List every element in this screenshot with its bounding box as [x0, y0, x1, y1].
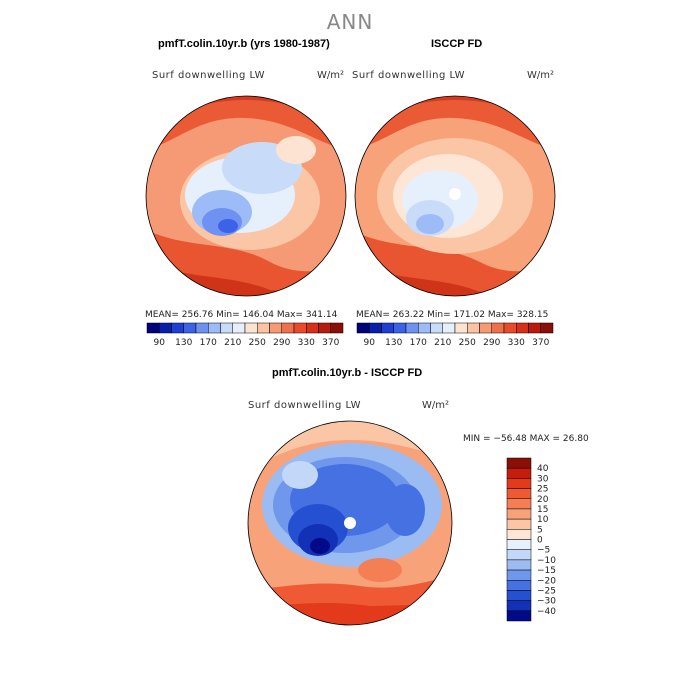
left-colorbar: 90 130 170 210 250 290 330 370 [146, 322, 344, 348]
colorbar-tick-label: 10 [537, 515, 549, 525]
colorbar-tick-label: 15 [537, 505, 548, 515]
colorbar-swatch [318, 322, 331, 334]
colorbar-tick-label: 40 [537, 464, 549, 474]
left-units-label: W/m² [317, 70, 345, 81]
right-panel-title: ISCCP FD [431, 38, 483, 50]
colorbar-swatch [430, 322, 443, 334]
colorbar-swatch [506, 559, 532, 571]
left-stats: MEAN= 256.76 Min= 146.04 Max= 341.14 [145, 310, 338, 320]
colorbar-tick-label: 250 [459, 338, 476, 348]
colorbar-swatch [208, 322, 221, 334]
colorbar-swatch [381, 322, 394, 334]
right-stats: MEAN= 263.22 Min= 171.02 Max= 328.15 [356, 310, 549, 320]
colorbar-swatch [418, 322, 431, 334]
colorbar-swatch [506, 488, 532, 499]
colorbar-swatch [506, 498, 532, 510]
colorbar-tick-label: 130 [385, 338, 402, 348]
colorbar-tick-label: 330 [508, 338, 525, 348]
colorbar-tick-label: 25 [537, 485, 548, 495]
colorbar-swatch [330, 322, 344, 334]
colorbar-swatch [220, 322, 233, 334]
colorbar-tick-label: 130 [175, 338, 192, 348]
colorbar-swatch [540, 322, 554, 334]
colorbar-swatch [467, 322, 480, 334]
diff-variable-label: Surf downwelling LW [248, 400, 362, 411]
colorbar-tick-label: 170 [410, 338, 427, 348]
colorbar-swatch [506, 580, 532, 591]
colorbar-swatch [146, 322, 160, 334]
colorbar-swatch [506, 610, 532, 622]
colorbar-tick-label: −10 [537, 556, 556, 566]
colorbar-tick-label: 370 [532, 338, 549, 348]
colorbar-tick-label: 330 [298, 338, 315, 348]
colorbar-tick-label: 5 [537, 525, 543, 535]
colorbar-tick-label: 30 [537, 474, 549, 484]
colorbar-swatch [369, 322, 382, 334]
colorbar-swatch [506, 478, 532, 489]
colorbar-swatch [442, 322, 456, 334]
colorbar-tick-label: 90 [154, 338, 166, 348]
colorbar-tick-label: 20 [537, 495, 549, 505]
colorbar-tick-label: −30 [537, 597, 556, 607]
colorbar-swatch [257, 322, 270, 334]
diff-stats: MIN = −56.48 MAX = 26.80 [463, 434, 589, 444]
left-variable-label: Surf downwelling LW [152, 70, 266, 81]
diff-panel-title: pmfT.colin.10yr.b - ISCCP FD [272, 367, 423, 379]
colorbar-swatch [503, 322, 517, 334]
colorbar-swatch [356, 322, 370, 334]
colorbar-swatch [506, 529, 532, 540]
colorbar-swatch [232, 322, 246, 334]
colorbar-tick-label: −5 [537, 546, 550, 556]
colorbar-swatch [393, 322, 407, 334]
right-map [354, 95, 556, 297]
colorbar-tick-label: 0 [537, 536, 543, 546]
colorbar-tick-label: −25 [537, 586, 556, 596]
colorbar-swatch [244, 322, 258, 334]
colorbar-tick-label: 90 [364, 338, 376, 348]
colorbar-swatch [454, 322, 468, 334]
colorbar-tick-label: 290 [273, 338, 290, 348]
left-map [145, 95, 347, 297]
left-panel-title: pmfT.colin.10yr.b (yrs 1980-1987) [158, 38, 330, 50]
colorbar-tick-label: −40 [537, 607, 556, 617]
diff-units-label: W/m² [422, 400, 450, 411]
colorbar-swatch [306, 322, 319, 334]
colorbar-swatch [506, 549, 532, 561]
colorbar-tick-label: 210 [434, 338, 451, 348]
colorbar-swatch [171, 322, 184, 334]
colorbar-swatch [479, 322, 492, 334]
colorbar-swatch [506, 569, 532, 581]
colorbar-swatch [506, 539, 532, 550]
colorbar-swatch [506, 518, 532, 530]
colorbar-swatch [405, 322, 419, 334]
figure-title: ANN [326, 10, 374, 34]
colorbar-tick-label: 370 [322, 338, 339, 348]
colorbar-swatch [506, 600, 532, 612]
colorbar-swatch [269, 322, 282, 334]
colorbar-tick-label: −20 [537, 576, 556, 586]
colorbar-swatch [506, 467, 532, 479]
colorbar-swatch [293, 322, 307, 334]
right-colorbar: 90 130 170 210 250 290 330 370 [356, 322, 554, 348]
colorbar-swatch [506, 457, 532, 469]
colorbar-swatch [516, 322, 529, 334]
colorbar-tick-label: −15 [537, 566, 556, 576]
right-variable-label: Surf downwelling LW [352, 70, 466, 81]
colorbar-swatch [183, 322, 197, 334]
right-units-label: W/m² [527, 70, 555, 81]
colorbar-swatch [281, 322, 295, 334]
colorbar-swatch [528, 322, 541, 334]
colorbar-swatch [506, 590, 532, 601]
colorbar-swatch [159, 322, 172, 334]
colorbar-swatch [491, 322, 505, 334]
diff-map [247, 420, 453, 626]
colorbar-swatch [506, 508, 532, 520]
colorbar-tick-label: 170 [200, 338, 217, 348]
colorbar-swatch [195, 322, 209, 334]
colorbar-tick-label: 290 [483, 338, 500, 348]
colorbar-tick-label: 250 [249, 338, 266, 348]
colorbar-tick-label: 210 [224, 338, 241, 348]
